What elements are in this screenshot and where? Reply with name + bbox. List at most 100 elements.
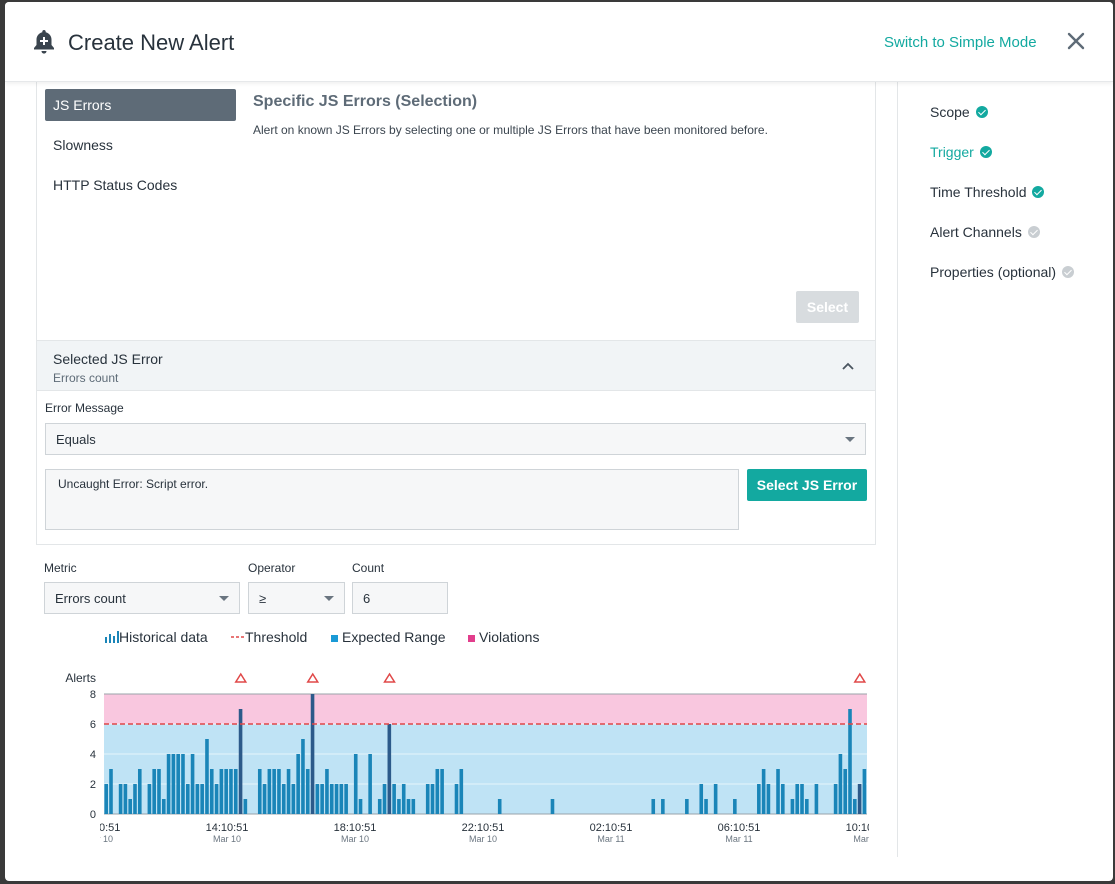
data-bar [305,769,310,814]
data-bar [790,799,795,814]
data-bar [857,784,862,814]
data-bar [800,784,804,814]
data-bar [229,769,233,814]
data-bar [219,769,224,814]
side-item-http-status-codes[interactable]: HTTP Status Codes [53,177,178,193]
chevron-up-icon[interactable] [841,361,855,371]
operator-select[interactable]: ≥ [248,582,345,614]
data-bar [358,799,363,814]
data-bar [843,769,848,814]
match-operator-select[interactable]: Equals [45,423,866,455]
select-js-error-button[interactable]: Select JS Error [747,469,867,501]
count-label: Count [352,561,385,575]
step-label: Trigger [930,144,974,160]
y-tick-label: 0 [90,809,96,821]
step-alert-channels[interactable]: Alert Channels [930,224,1040,240]
data-bar [334,784,339,814]
data-bar [339,784,344,814]
legend-historical-label: Historical data [119,629,208,645]
data-bar [195,784,200,814]
side-item-js-errors[interactable]: JS Errors [45,89,236,121]
data-bar [713,784,718,814]
data-bar [368,754,372,814]
data-bar [267,769,272,814]
data-bar [286,769,291,814]
violation-marker-icon [234,672,248,683]
data-bar [377,799,382,814]
data-bar [257,769,262,814]
selected-js-error-header[interactable]: Selected JS Error Errors count [37,341,875,391]
data-bar [699,784,704,814]
step-trigger[interactable]: Trigger [930,144,992,160]
data-bar [171,754,176,814]
error-message-input[interactable] [45,469,739,530]
legend-expected[interactable]: Expected Range [329,629,446,645]
data-bar [310,694,315,814]
data-bar [497,799,502,814]
error-message-label: Error Message [45,401,124,415]
step-label: Alert Channels [930,224,1022,240]
chevron-down-icon [324,596,334,601]
step-scope[interactable]: Scope [930,104,988,120]
data-bar [176,754,180,814]
violation-zone [104,694,867,724]
error-type-card: JS Errors Slowness HTTP Status Codes Spe… [36,82,876,342]
chevron-down-icon [219,596,229,601]
data-bar [301,739,305,814]
data-bar [382,784,387,814]
step-time-threshold[interactable]: Time Threshold [930,184,1045,200]
close-icon[interactable] [1065,30,1087,52]
selected-js-error-section: Selected JS Error Errors count Error Mes… [36,340,876,545]
x-tick-label: 06:10:51 [718,822,761,834]
step-properties[interactable]: Properties (optional) [930,264,1075,280]
data-bar [353,754,358,814]
data-bar [166,754,171,814]
data-bar [838,754,843,814]
legend-historical[interactable]: Historical data [105,629,208,645]
data-bar [315,784,320,814]
data-bar [291,784,296,814]
data-bar [133,784,137,814]
data-bar [344,784,348,814]
count-input[interactable]: 6 [352,582,448,614]
metric-select[interactable]: Errors count [44,582,240,614]
data-bar [147,784,152,814]
data-bar [181,754,185,814]
data-bar [238,709,243,814]
y-tick-label: 2 [90,779,96,791]
bell-plus-icon [34,30,54,54]
data-bar [733,799,737,814]
data-bar [320,784,324,814]
switch-simple-mode-link[interactable]: Switch to Simple Mode [884,34,1037,51]
metric-label: Metric [44,561,77,575]
y-tick-label: 8 [90,689,96,701]
select-button[interactable]: Select [796,291,859,323]
steps-divider [897,82,898,857]
data-bar [157,769,161,814]
side-item-slowness[interactable]: Slowness [53,137,113,153]
x-tick-label: 02:10:51 [590,822,633,834]
data-bar [406,799,411,814]
data-bar [209,769,214,814]
section-subtitle: Errors count [53,371,119,385]
data-bar [550,799,555,814]
legend-violations[interactable]: Violations [466,629,539,645]
match-operator-value: Equals [56,432,96,447]
section-title: Selected JS Error [53,351,163,367]
data-bar [781,784,785,814]
data-bar [277,769,281,814]
x-tick-label: 18:10:51 [334,822,377,834]
legend-threshold[interactable]: Threshold [231,629,307,645]
violation-marker-icon [853,672,867,683]
step-label: Time Threshold [930,184,1027,200]
y-tick-label: 4 [90,749,96,761]
data-bar [761,769,766,814]
violation-marker-icon [306,672,320,683]
x-tick-label: 10:10:51 [78,822,121,834]
data-bar [853,799,857,814]
data-bar [118,784,123,814]
expected-range-zone [104,724,867,814]
data-bar [109,769,113,814]
data-bar [430,784,435,814]
